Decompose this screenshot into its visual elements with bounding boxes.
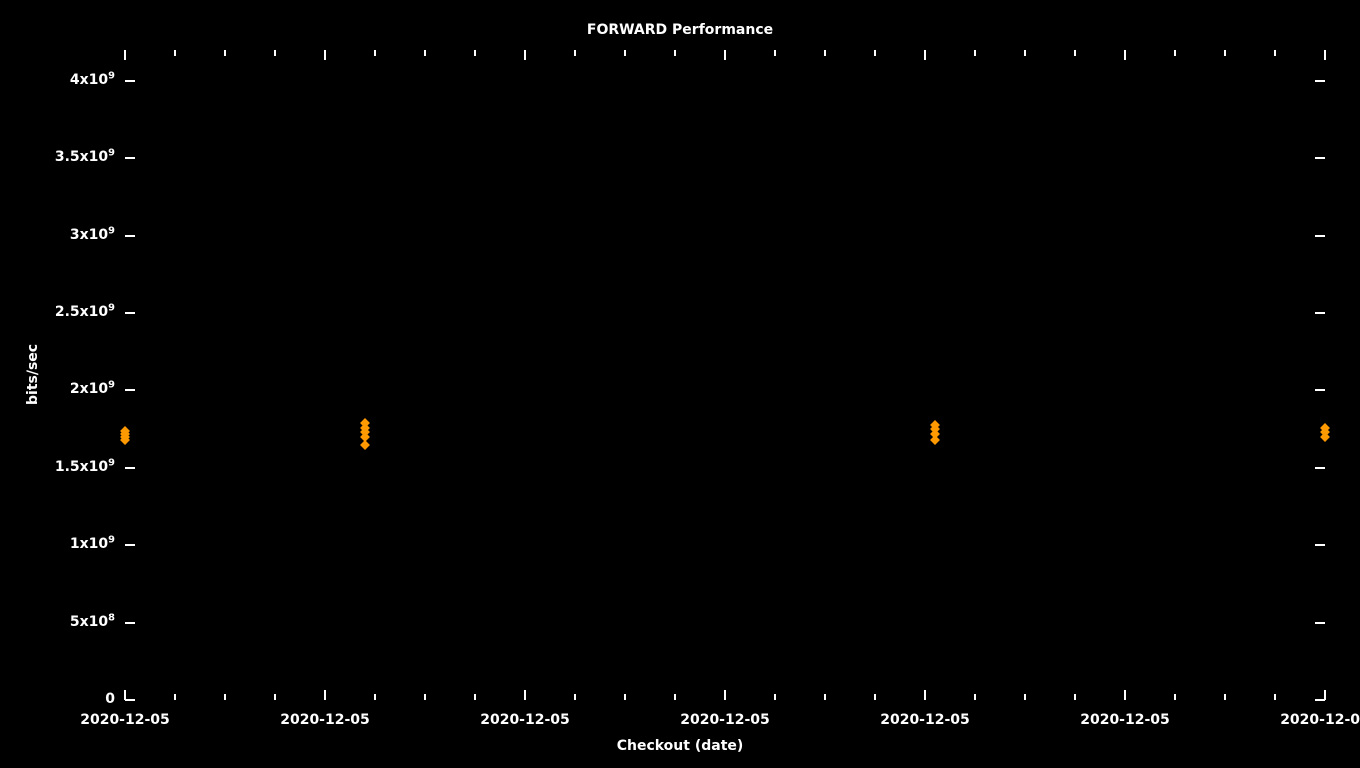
x-minor-tick bbox=[974, 50, 976, 56]
forward-performance-chart: FORWARD Performance bits/sec Checkout (d… bbox=[0, 0, 1360, 768]
y-tick-label: 3.5x109 bbox=[55, 149, 115, 165]
y-tick bbox=[1315, 467, 1325, 469]
x-minor-tick bbox=[674, 694, 676, 700]
y-tick-label: 2.5x109 bbox=[55, 304, 115, 320]
y-tick bbox=[1315, 389, 1325, 391]
x-minor-tick bbox=[574, 694, 576, 700]
x-tick-label: 2020-12-05 bbox=[80, 712, 170, 728]
x-tick bbox=[124, 690, 126, 700]
y-tick bbox=[125, 622, 135, 624]
x-minor-tick bbox=[224, 50, 226, 56]
x-minor-tick bbox=[374, 694, 376, 700]
x-minor-tick bbox=[624, 694, 626, 700]
x-tick bbox=[324, 690, 326, 700]
x-minor-tick bbox=[774, 694, 776, 700]
x-minor-tick bbox=[1024, 694, 1026, 700]
y-tick-label: 2x109 bbox=[70, 381, 115, 397]
x-tick-label: 2020-12-05 bbox=[1080, 712, 1170, 728]
y-tick-label: 1.5x109 bbox=[55, 459, 115, 475]
x-tick bbox=[524, 50, 526, 60]
x-tick-label: 2020-12-05 bbox=[880, 712, 970, 728]
x-minor-tick bbox=[874, 50, 876, 56]
x-minor-tick bbox=[474, 50, 476, 56]
x-minor-tick bbox=[474, 694, 476, 700]
y-tick bbox=[1315, 80, 1325, 82]
x-minor-tick bbox=[1024, 50, 1026, 56]
x-minor-tick bbox=[1074, 694, 1076, 700]
x-minor-tick bbox=[224, 694, 226, 700]
y-tick bbox=[1315, 544, 1325, 546]
x-tick-label: 2020-12-05 bbox=[680, 712, 770, 728]
x-minor-tick bbox=[824, 694, 826, 700]
x-minor-tick bbox=[674, 50, 676, 56]
x-axis-label: Checkout (date) bbox=[0, 738, 1360, 754]
x-minor-tick bbox=[874, 694, 876, 700]
x-minor-tick bbox=[1174, 694, 1176, 700]
x-minor-tick bbox=[1224, 50, 1226, 56]
x-minor-tick bbox=[374, 50, 376, 56]
x-minor-tick bbox=[424, 50, 426, 56]
y-tick bbox=[1315, 157, 1325, 159]
y-tick bbox=[1315, 235, 1325, 237]
y-tick bbox=[125, 699, 135, 701]
chart-title: FORWARD Performance bbox=[0, 22, 1360, 38]
x-minor-tick bbox=[624, 50, 626, 56]
x-tick bbox=[1324, 50, 1326, 60]
x-tick bbox=[524, 690, 526, 700]
plot-area bbox=[125, 50, 1325, 700]
x-tick bbox=[924, 690, 926, 700]
x-minor-tick bbox=[574, 50, 576, 56]
data-point bbox=[360, 440, 370, 450]
x-tick bbox=[724, 690, 726, 700]
x-tick-label: 2020-12-0 bbox=[1280, 712, 1360, 728]
y-tick-label: 4x109 bbox=[70, 72, 115, 88]
y-tick bbox=[125, 235, 135, 237]
y-tick bbox=[125, 80, 135, 82]
x-tick bbox=[1124, 690, 1126, 700]
y-tick-label: 5x108 bbox=[70, 614, 115, 630]
x-minor-tick bbox=[174, 694, 176, 700]
y-tick-label: 3x109 bbox=[70, 227, 115, 243]
y-tick bbox=[1315, 312, 1325, 314]
x-minor-tick bbox=[1274, 694, 1276, 700]
x-tick bbox=[324, 50, 326, 60]
x-minor-tick bbox=[824, 50, 826, 56]
x-tick bbox=[724, 50, 726, 60]
x-tick bbox=[124, 50, 126, 60]
x-minor-tick bbox=[774, 50, 776, 56]
y-tick bbox=[125, 544, 135, 546]
y-axis-label: bits/sec bbox=[25, 344, 41, 405]
x-minor-tick bbox=[1274, 50, 1276, 56]
x-tick-label: 2020-12-05 bbox=[480, 712, 570, 728]
y-tick bbox=[125, 467, 135, 469]
y-tick bbox=[1315, 622, 1325, 624]
x-minor-tick bbox=[424, 694, 426, 700]
x-minor-tick bbox=[1074, 50, 1076, 56]
x-minor-tick bbox=[174, 50, 176, 56]
x-tick bbox=[1324, 690, 1326, 700]
y-tick bbox=[125, 389, 135, 391]
x-minor-tick bbox=[974, 694, 976, 700]
x-minor-tick bbox=[274, 694, 276, 700]
x-tick-label: 2020-12-05 bbox=[280, 712, 370, 728]
y-tick bbox=[125, 157, 135, 159]
y-tick-label: 0 bbox=[105, 691, 115, 707]
y-tick bbox=[125, 312, 135, 314]
x-minor-tick bbox=[1174, 50, 1176, 56]
x-minor-tick bbox=[1224, 694, 1226, 700]
x-tick bbox=[924, 50, 926, 60]
y-tick-label: 1x109 bbox=[70, 536, 115, 552]
x-tick bbox=[1124, 50, 1126, 60]
x-minor-tick bbox=[274, 50, 276, 56]
